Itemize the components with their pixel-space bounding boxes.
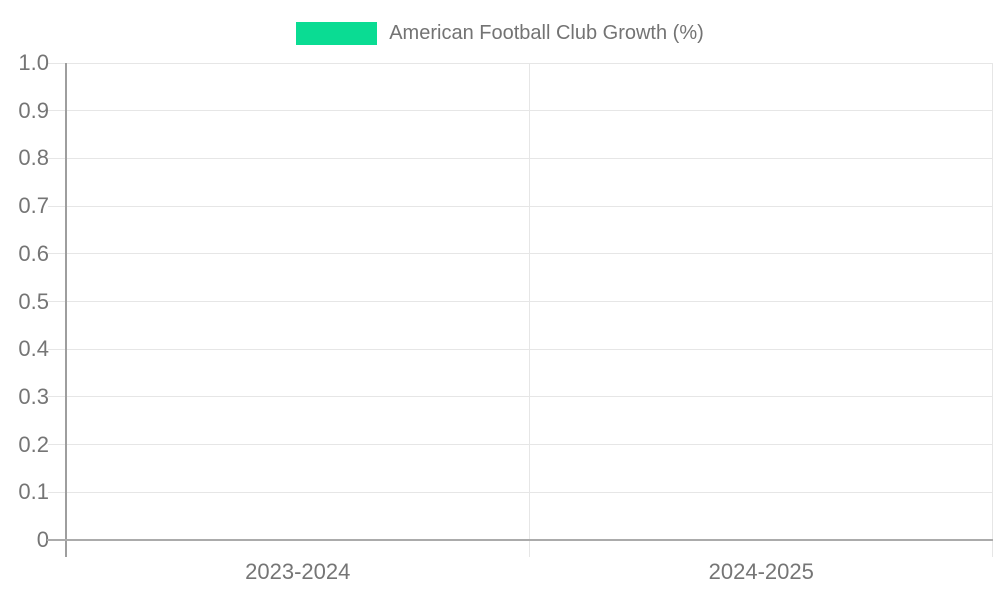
chart-legend: American Football Club Growth (%)	[0, 16, 1000, 50]
y-gridline	[48, 110, 993, 112]
x-axis-category-label: 2024-2025	[708, 559, 814, 584]
y-gridline	[48, 444, 993, 446]
plot-area: 0 0.1 0.2 0.3 0.4 0.5 0.6 0.7 0.8 0.9 1.0 2023-2024…	[18, 52, 993, 583]
legend-swatch	[296, 21, 378, 45]
y-axis-tick-label: 0	[36, 527, 49, 552]
y-axis-tick-label: 0.3	[18, 383, 49, 409]
y-axis-tick-label: 0.6	[18, 240, 49, 266]
y-axis-line	[65, 63, 67, 557]
y-gridline	[48, 62, 993, 64]
category-boundary-gridline	[992, 63, 993, 557]
y-axis-tick-label: 0.7	[18, 193, 49, 219]
y-axis-tick-label: 0.2	[18, 431, 49, 457]
y-gridline	[48, 301, 993, 302]
legend-label: American Football Club Growth (%)	[389, 21, 704, 44]
y-axis-tick-label: 0.4	[18, 336, 49, 362]
y-gridline	[48, 205, 993, 207]
y-gridline	[48, 253, 993, 255]
y-axis-tick-label: 1.0	[18, 50, 49, 75]
y-axis-tick-label: 0.5	[18, 288, 49, 314]
y-axis-tick-label: 0.1	[18, 479, 49, 505]
y-gridline	[48, 396, 993, 398]
y-gridline	[48, 157, 993, 159]
y-gridline	[48, 491, 993, 493]
category-boundary-gridline	[528, 63, 530, 557]
y-axis-tick-label: 0.9	[18, 97, 49, 123]
y-axis-tick-label: 0.8	[18, 145, 49, 171]
x-axis-category-label: 2023-2024	[245, 559, 351, 584]
y-gridline	[48, 348, 993, 350]
x-axis-line	[47, 539, 993, 541]
